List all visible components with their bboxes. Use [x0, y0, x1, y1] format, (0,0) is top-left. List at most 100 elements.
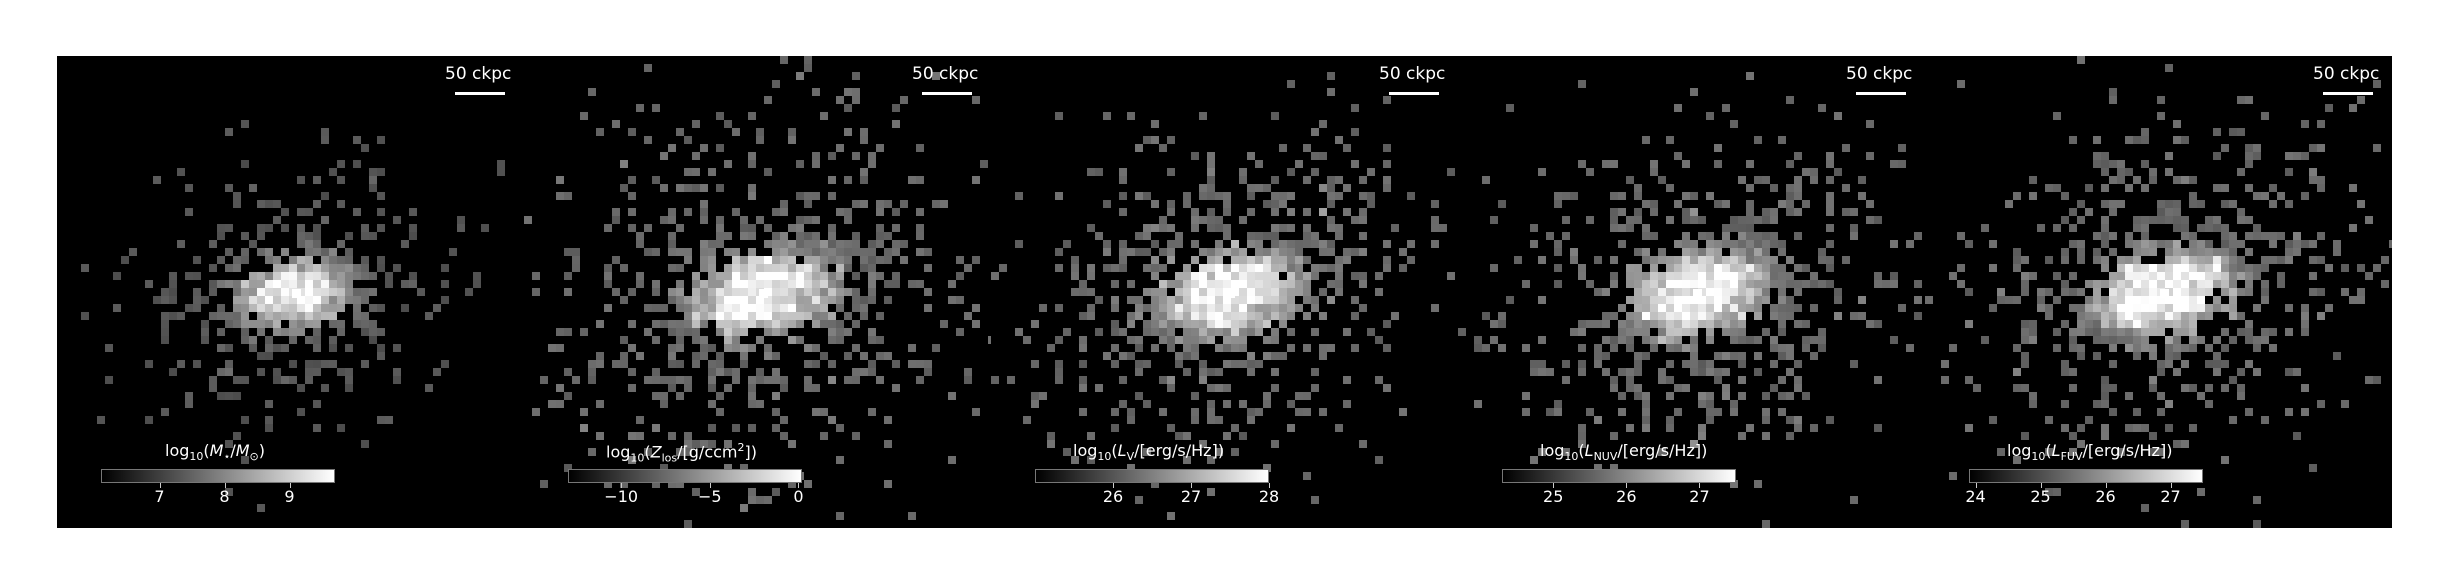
colorbar-tick-label: 7 [154, 487, 165, 506]
pixel-cell [1714, 272, 1722, 280]
pixel-cell [812, 344, 820, 352]
pixel-cell [1335, 424, 1343, 432]
pixel-cell [2061, 216, 2069, 224]
pixel-cell [812, 408, 820, 416]
pixel-cell [636, 272, 644, 280]
pixel-cell [708, 168, 716, 176]
pixel-cell [2109, 232, 2117, 240]
pixel-cell [1087, 312, 1095, 320]
pixel-cell [1087, 272, 1095, 280]
pixel-cell [217, 304, 225, 312]
pixel-cell [884, 480, 892, 488]
pixel-cell [1207, 368, 1215, 376]
pixel-cell [1818, 280, 1826, 288]
pixel-cell [2141, 288, 2149, 296]
pixel-cell [1335, 280, 1343, 288]
pixel-cell [2357, 200, 2365, 208]
pixel-cell [1586, 280, 1594, 288]
pixel-cell [852, 304, 860, 312]
pixel-cell [1770, 272, 1778, 280]
pixel-cell [377, 344, 385, 352]
pixel-cell [2021, 328, 2029, 336]
pixel-cell [2013, 344, 2021, 352]
pixel-cell [1618, 304, 1626, 312]
pixel-cell [1231, 280, 1239, 288]
pixel-cell [1087, 304, 1095, 312]
pixel-cell [1247, 192, 1255, 200]
pixel-cell [1311, 168, 1319, 176]
pixel-cell [1215, 304, 1223, 312]
pixel-cell [772, 272, 780, 280]
pixel-cell [1682, 256, 1690, 264]
pixel-cell [2093, 320, 2101, 328]
pixel-cell [2069, 240, 2077, 248]
pixel-cell [2085, 312, 2093, 320]
pixel-cell [1191, 320, 1199, 328]
pixel-cell [1287, 264, 1295, 272]
pixel-cell [2125, 232, 2133, 240]
pixel-cell [2061, 424, 2069, 432]
pixel-cell [828, 272, 836, 280]
pixel-cell [660, 320, 668, 328]
pixel-cell [676, 480, 684, 488]
pixel-cell [1738, 312, 1746, 320]
pixel-cell [2117, 168, 2125, 176]
pixel-cell [540, 376, 548, 384]
pixel-cell [804, 296, 812, 304]
pixel-cell [1295, 392, 1303, 400]
pixel-cell [2165, 280, 2173, 288]
pixel-cell [313, 240, 321, 248]
pixel-cell [924, 288, 932, 296]
pixel-cell [1047, 440, 1055, 448]
pixel-cell [2229, 304, 2237, 312]
pixel-cell [2213, 352, 2221, 360]
pixel-cell [1794, 320, 1802, 328]
colorbar-tick [2105, 483, 2107, 488]
pixel-cell [748, 312, 756, 320]
pixel-cell [2221, 304, 2229, 312]
pixel-cell [1215, 416, 1223, 424]
pixel-cell [2141, 504, 2149, 512]
pixel-cell [756, 256, 764, 264]
pixel-cell [1698, 432, 1706, 440]
pixel-cell [1626, 336, 1634, 344]
pixel-cell [2149, 176, 2157, 184]
pixel-cell [2141, 280, 2149, 288]
pixel-cell [1207, 488, 1215, 496]
pixel-cell [716, 144, 724, 152]
pixel-cell [732, 256, 740, 264]
pixel-cell [2157, 368, 2165, 376]
pixel-cell [1111, 296, 1119, 304]
pixel-cell [1319, 288, 1327, 296]
pixel-cell [353, 264, 361, 272]
pixel-cell [2149, 304, 2157, 312]
pixel-cell [2117, 176, 2125, 184]
pixel-cell [1343, 208, 1351, 216]
pixel-cell [804, 376, 812, 384]
pixel-cell [1239, 280, 1247, 288]
pixel-cell [361, 320, 369, 328]
pixel-cell [684, 208, 692, 216]
pixel-cell [732, 320, 740, 328]
pixel-cell [756, 336, 764, 344]
pixel-cell [1738, 336, 1746, 344]
pixel-cell [345, 280, 353, 288]
pixel-cell [1794, 384, 1802, 392]
pixel-cell [836, 280, 844, 288]
pixel-cell [409, 280, 417, 288]
pixel-cell [2357, 296, 2365, 304]
pixel-cell [281, 312, 289, 320]
pixel-cell [1207, 160, 1215, 168]
pixel-cell [796, 224, 804, 232]
pixel-cell [604, 280, 612, 288]
pixel-cell [852, 288, 860, 296]
pixel-cell [305, 320, 313, 328]
pixel-cell [2093, 312, 2101, 320]
pixel-cell [788, 288, 796, 296]
pixel-cell [1618, 368, 1626, 376]
pixel-cell [2285, 152, 2293, 160]
pixel-cell [2029, 272, 2037, 280]
pixel-cell [2245, 248, 2253, 256]
pixel-cell [556, 176, 564, 184]
pixel-cell [1965, 320, 1973, 328]
